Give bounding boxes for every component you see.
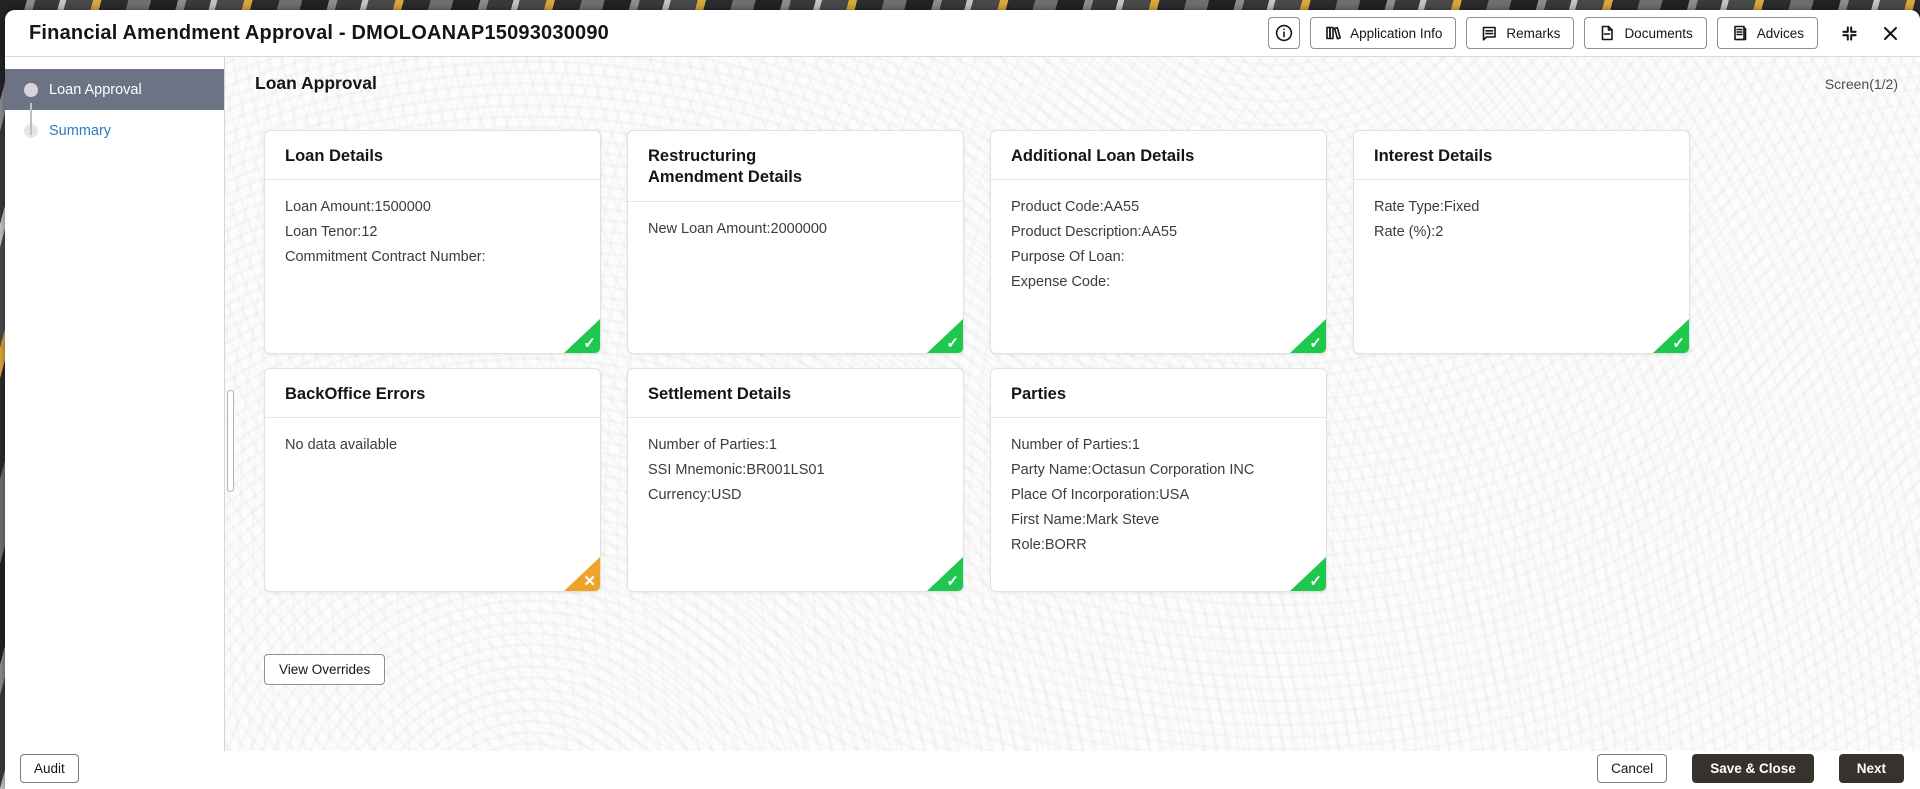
window-controls — [1836, 24, 1904, 43]
close-icon — [1881, 24, 1900, 43]
card-status-icon: ✓ — [927, 557, 963, 591]
card-line: Number of Parties:1 — [648, 437, 777, 454]
card-line: Rate (%):2 — [1374, 224, 1444, 241]
card-status-icon: ✓ — [927, 319, 963, 353]
card-body: New Loan Amount:2000000 — [628, 202, 963, 257]
card-title: Additional Loan Details — [991, 131, 1326, 181]
compress-icon — [1840, 24, 1859, 43]
dialog-footer: Audit Cancel Save & Close Next — [5, 751, 1920, 789]
application-info-button[interactable]: Application Info — [1310, 17, 1457, 49]
advices-icon — [1731, 24, 1749, 42]
card-body: Product Code:AA55 Product Description:AA… — [991, 180, 1326, 310]
card-line: Product Description:AA55 — [1011, 224, 1178, 241]
remarks-label: Remarks — [1506, 25, 1561, 41]
card-line: Rate Type:Fixed — [1374, 199, 1480, 216]
card-line: Purpose Of Loan: — [1011, 249, 1125, 266]
card-line: New Loan Amount:2000000 — [648, 220, 827, 237]
documents-icon — [1598, 24, 1616, 42]
card-line: Commitment Contract Number: — [285, 249, 486, 266]
card-interest-details[interactable]: Interest Details Rate Type:Fixed Rate (%… — [1353, 130, 1690, 354]
card-title: Interest Details — [1354, 131, 1689, 181]
approval-dialog: Financial Amendment Approval - DMOLOANAP… — [5, 10, 1920, 789]
compress-button[interactable] — [1836, 24, 1863, 43]
card-line: SSI Mnemonic:BR001LS01 — [648, 462, 825, 479]
audit-button[interactable]: Audit — [20, 753, 79, 783]
cancel-button[interactable]: Cancel — [1597, 753, 1668, 783]
screen-indicator: Screen(1/2) — [1824, 75, 1898, 92]
card-line: Loan Amount:1500000 — [285, 199, 431, 216]
card-backoffice-errors[interactable]: BackOffice Errors No data available ✕ — [264, 368, 601, 592]
card-title: Loan Details — [265, 131, 600, 181]
card-line: Loan Tenor:12 — [285, 224, 378, 241]
card-body: Loan Amount:1500000 Loan Tenor:12 Commit… — [265, 180, 600, 285]
next-button[interactable]: Next — [1838, 753, 1904, 783]
card-line: Number of Parties:1 — [1011, 437, 1140, 454]
card-title: BackOffice Errors — [265, 369, 600, 419]
card-title: Restructuring Amendment Details — [628, 131, 963, 202]
card-restructuring-amendment-details[interactable]: Restructuring Amendment Details New Loan… — [627, 130, 964, 354]
main-content: Loan Approval Screen(1/2) Loan Details L… — [225, 57, 1920, 751]
info-button[interactable] — [1268, 17, 1301, 49]
advices-label: Advices — [1756, 25, 1804, 41]
card-title: Parties — [991, 369, 1326, 419]
card-status-icon: ✓ — [1290, 319, 1326, 353]
sidebar-item-summary[interactable]: Summary — [5, 110, 224, 151]
card-line: Party Name:Octasun Corporation INC — [1011, 462, 1255, 479]
sidebar-item-label: Summary — [49, 122, 112, 139]
card-line: First Name:Mark Steve — [1011, 512, 1160, 529]
content-header: Loan Approval Screen(1/2) — [255, 73, 1898, 94]
card-status-icon: ✕ — [564, 557, 600, 591]
application-info-label: Application Info — [1350, 25, 1443, 41]
remarks-icon — [1480, 24, 1498, 42]
card-line: Place Of Incorporation:USA — [1011, 487, 1190, 504]
documents-button[interactable]: Documents — [1584, 17, 1707, 49]
card-line: Product Code:AA55 — [1011, 199, 1140, 216]
step-bullet-icon — [24, 83, 38, 97]
step-connector-line — [30, 103, 32, 135]
card-additional-loan-details[interactable]: Additional Loan Details Product Code:AA5… — [990, 130, 1327, 354]
card-settlement-details[interactable]: Settlement Details Number of Parties:1 S… — [627, 368, 964, 592]
card-status-icon: ✓ — [564, 319, 600, 353]
application-info-icon — [1324, 24, 1342, 42]
vertical-scrollbar[interactable] — [227, 390, 234, 492]
close-button[interactable] — [1877, 24, 1904, 43]
card-line: No data available — [285, 437, 398, 454]
card-parties[interactable]: Parties Number of Parties:1 Party Name:O… — [990, 368, 1327, 592]
advices-button[interactable]: Advices — [1716, 17, 1818, 49]
stage-sidebar: Loan Approval Summary — [5, 57, 225, 751]
card-body: Number of Parties:1 Party Name:Octasun C… — [991, 418, 1326, 573]
documents-label: Documents — [1624, 25, 1693, 41]
card-line: Expense Code: — [1011, 274, 1111, 291]
card-line: Currency:USD — [648, 487, 742, 504]
card-body: Rate Type:Fixed Rate (%):2 — [1354, 180, 1689, 260]
card-body: Number of Parties:1 SSI Mnemonic:BR001LS… — [628, 418, 963, 523]
info-icon — [1275, 24, 1293, 42]
save-and-close-button[interactable]: Save & Close — [1692, 753, 1814, 783]
page-title: Loan Approval — [255, 73, 377, 93]
sidebar-item-label: Loan Approval — [49, 81, 142, 98]
view-overrides-button[interactable]: View Overrides — [264, 654, 386, 685]
card-title: Settlement Details — [628, 369, 963, 419]
card-body: No data available — [265, 418, 600, 473]
summary-cards-grid: Loan Details Loan Amount:1500000 Loan Te… — [264, 130, 1920, 592]
dialog-body: Loan Approval Summary Loan Approval Scre… — [5, 57, 1920, 751]
sidebar-item-loan-approval[interactable]: Loan Approval — [5, 69, 224, 110]
card-loan-details[interactable]: Loan Details Loan Amount:1500000 Loan Te… — [264, 130, 601, 354]
footer-actions: Cancel Save & Close Next — [1597, 753, 1904, 783]
remarks-button[interactable]: Remarks — [1466, 17, 1575, 49]
card-status-icon: ✓ — [1653, 319, 1689, 353]
dialog-header: Financial Amendment Approval - DMOLOANAP… — [5, 10, 1920, 57]
card-line: Role:BORR — [1011, 537, 1087, 554]
header-toolbar: Application Info Remarks Documents Advic… — [1268, 17, 1904, 49]
dialog-title: Financial Amendment Approval - DMOLOANAP… — [29, 21, 609, 44]
